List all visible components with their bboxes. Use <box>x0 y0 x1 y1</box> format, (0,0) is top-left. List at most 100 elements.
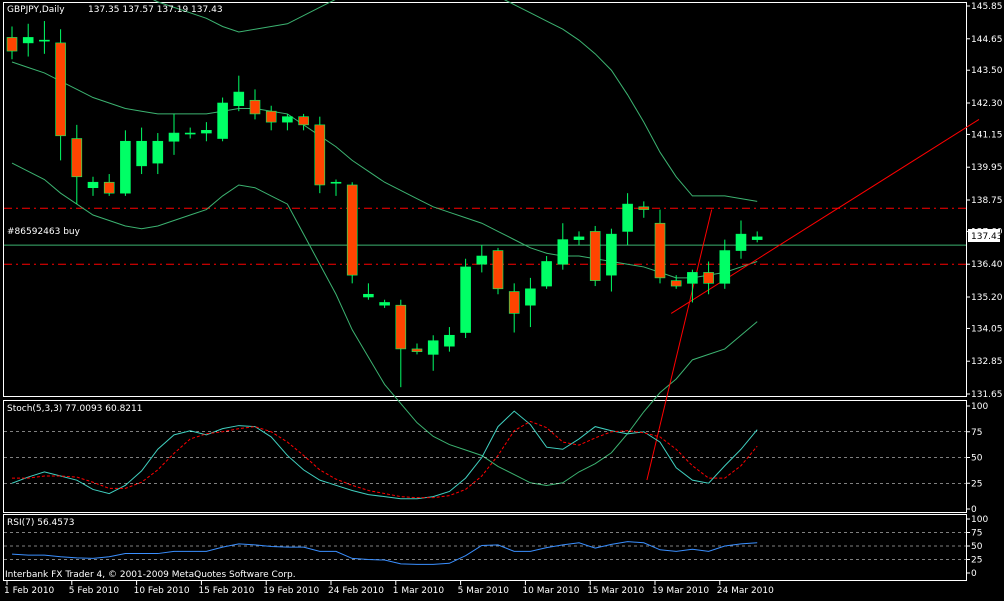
candle-body <box>152 140 164 164</box>
panel-frames <box>3 2 967 581</box>
candle[interactable] <box>508 283 520 333</box>
candle[interactable] <box>395 299 407 388</box>
candle[interactable] <box>719 239 731 289</box>
current-price-box <box>968 229 1000 242</box>
candle-body <box>184 132 196 135</box>
candle[interactable] <box>249 89 261 120</box>
candle[interactable] <box>184 127 196 139</box>
candle-body <box>314 124 326 186</box>
candle-body <box>103 181 115 194</box>
candle-body <box>557 239 569 265</box>
candle[interactable] <box>265 105 277 131</box>
candle[interactable] <box>751 231 763 243</box>
candle[interactable] <box>282 113 293 131</box>
candle[interactable] <box>460 258 471 338</box>
candle[interactable] <box>427 335 439 371</box>
candle[interactable] <box>103 174 115 196</box>
candle[interactable] <box>703 261 714 295</box>
candle-body <box>638 206 650 210</box>
candle[interactable] <box>638 201 650 218</box>
candle[interactable] <box>541 256 552 289</box>
symbol-title: GBPJPY,Daily <box>7 5 65 15</box>
price-tick-label: 142.30 <box>971 99 1003 109</box>
candle-body <box>395 304 407 350</box>
stoch-tick-label: 75 <box>971 428 982 438</box>
stoch-tick-label: 50 <box>971 454 983 464</box>
rsi-tick-label: 50 <box>971 542 983 552</box>
candle-body <box>201 130 212 134</box>
candle[interactable] <box>233 75 245 112</box>
candle[interactable] <box>330 179 342 196</box>
candle[interactable] <box>120 130 131 196</box>
candle[interactable] <box>22 23 34 57</box>
candle-body <box>508 291 520 314</box>
candle[interactable] <box>735 220 747 259</box>
candle[interactable] <box>152 133 164 175</box>
candle[interactable] <box>622 193 633 246</box>
candle[interactable] <box>411 343 423 355</box>
ohlc-readout: 137.35 137.57 137.19 137.43 <box>88 5 223 15</box>
candle-body <box>379 302 390 306</box>
price-tick-label: 144.65 <box>971 35 1003 45</box>
candle-body <box>427 340 439 355</box>
rsi-tick-label: 100 <box>971 515 988 525</box>
candle-body <box>346 184 358 276</box>
candle[interactable] <box>444 327 455 352</box>
price-tick-label: 131.65 <box>971 390 1003 400</box>
stoch-tick-label: 0 <box>971 505 977 515</box>
candle[interactable] <box>87 176 99 196</box>
candle[interactable] <box>589 225 601 287</box>
candle[interactable] <box>492 247 504 295</box>
price-tick-label: 134.05 <box>971 324 1003 334</box>
candle[interactable] <box>298 113 309 131</box>
candle[interactable] <box>71 124 83 205</box>
price-tick-label: 143.50 <box>971 66 1003 76</box>
candle[interactable] <box>168 113 180 155</box>
candle[interactable] <box>201 122 212 142</box>
current-price-label: 137.43 <box>971 232 1003 242</box>
candle[interactable] <box>55 29 66 161</box>
candle[interactable] <box>654 209 666 284</box>
trendline[interactable] <box>646 209 713 481</box>
price-panel[interactable]: 145.85 144.65 143.50 142.30 141.15 139.95 138.… <box>4 0 1003 487</box>
candle[interactable] <box>136 127 147 175</box>
candle[interactable] <box>363 283 374 300</box>
trendline[interactable] <box>670 118 980 314</box>
candle-body <box>217 102 228 139</box>
candle[interactable] <box>525 277 536 328</box>
candle[interactable] <box>687 269 698 303</box>
candle[interactable] <box>476 245 488 273</box>
bollinger-lower-band <box>11 162 758 487</box>
candle[interactable] <box>670 275 682 289</box>
candle[interactable] <box>557 223 569 270</box>
candle-body <box>120 140 131 194</box>
candle-body <box>589 231 601 281</box>
candle-body <box>411 348 423 352</box>
stoch-tick-label: 25 <box>971 479 982 489</box>
rsi-panel[interactable]: 100 75 50 25 0 <box>4 515 988 579</box>
time-axis: 1 Feb 2010 5 Feb 2010 10 Feb 2010 15 Feb 20… <box>4 581 774 596</box>
candle[interactable] <box>217 97 228 142</box>
candle[interactable] <box>6 26 18 60</box>
time-tick-label: 10 Mar 2010 <box>522 586 579 596</box>
candle[interactable] <box>39 21 50 54</box>
candle-body <box>265 110 277 123</box>
candle-body <box>330 181 342 184</box>
candle-body <box>573 236 585 240</box>
stoch-tick-label: 100 <box>971 402 988 412</box>
candle[interactable] <box>314 116 326 194</box>
price-tick-label: 132.85 <box>971 357 1003 367</box>
candle-body <box>670 280 682 287</box>
stochastic-panel[interactable]: 100 75 50 25 0 <box>4 402 988 515</box>
candle[interactable] <box>573 231 585 246</box>
candle-body <box>541 261 552 287</box>
candle-body <box>735 233 747 251</box>
candle-body <box>687 272 698 284</box>
candle[interactable] <box>379 299 390 308</box>
candle[interactable] <box>346 182 358 284</box>
rsi-tick-label: 25 <box>971 556 982 566</box>
candle[interactable] <box>606 228 617 292</box>
time-tick-label: 24 Mar 2010 <box>717 586 774 596</box>
